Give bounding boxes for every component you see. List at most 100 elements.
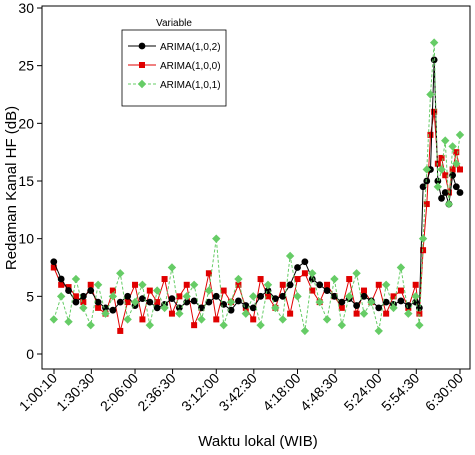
series-2-point-6 <box>93 280 103 289</box>
series-0-point-57 <box>441 189 449 196</box>
series-1-point-15 <box>161 276 168 283</box>
y-tick-label-1: 5 <box>26 288 34 304</box>
series-1-point-34 <box>301 270 308 277</box>
series-1-point-56 <box>438 154 445 161</box>
series-1-point-57 <box>442 172 449 179</box>
series-1-point-59 <box>449 166 456 173</box>
series-1-point-39 <box>338 304 345 311</box>
series-0-point-39 <box>338 298 346 306</box>
series-0-point-44 <box>375 304 383 312</box>
x-tick-label-0: 1:00:10 <box>16 370 60 414</box>
x-tick-label-4: 3:12:00 <box>178 370 222 414</box>
series-2-point-4 <box>79 303 88 313</box>
series-1-point-54 <box>431 108 438 115</box>
y-tick-label-3: 15 <box>18 173 34 189</box>
x-tick-label-2: 2:06:00 <box>97 370 141 414</box>
series-1-point-10 <box>124 299 131 306</box>
series-1-point-40 <box>346 276 353 283</box>
x-tick-label-1: 1:30:30 <box>53 370 97 414</box>
series-2-point-40 <box>345 292 354 301</box>
series-2-point-5 <box>86 320 95 330</box>
series-1-point-19 <box>191 322 198 329</box>
x-axis-title: Waktu lokal (WIB) <box>198 433 317 450</box>
series-0-point-16 <box>168 295 176 303</box>
series-0 <box>50 56 464 314</box>
series-0-point-51 <box>419 183 427 191</box>
series-0-point-0 <box>50 258 58 266</box>
series-2-point-14 <box>152 286 162 295</box>
series-1-point-21 <box>205 270 212 277</box>
series-1-point-55 <box>434 160 441 167</box>
series-1-point-37 <box>324 281 331 288</box>
series-2-point-30 <box>271 303 280 313</box>
series-1-point-35 <box>309 287 316 294</box>
x-tick-label-9: 5:54:30 <box>378 370 422 414</box>
series-2-point-20 <box>197 315 206 324</box>
series-1-point-12 <box>139 316 146 323</box>
series-1-point-22 <box>213 316 220 323</box>
series-2-point-50 <box>415 320 424 330</box>
series-0-point-32 <box>286 281 294 289</box>
series-1-point-60 <box>453 149 460 156</box>
series-2-point-46 <box>389 303 398 313</box>
series-2-point-55 <box>433 182 443 191</box>
series-2-point-35 <box>308 269 317 278</box>
series-0-point-25 <box>235 297 242 305</box>
legend-item-2: ARIMA(1,0,1) <box>128 79 221 91</box>
series-2-point-15 <box>160 303 169 313</box>
series-2-point-16 <box>167 263 177 272</box>
series-2-point-47 <box>396 263 406 272</box>
series-2-point-9 <box>116 269 125 278</box>
series-2-point-18 <box>182 292 191 301</box>
series-2-point-38 <box>330 274 339 284</box>
series-2-point-12 <box>138 280 147 289</box>
series-0-point-52 <box>423 177 431 185</box>
series-2-point-21 <box>204 286 214 295</box>
series-1-point-13 <box>146 287 153 294</box>
legend-marker-2 <box>137 79 147 89</box>
series-1-point-6 <box>95 304 102 311</box>
series-2-point-39 <box>337 320 347 330</box>
x-tick-label-10: 6:30:00 <box>422 370 466 414</box>
series-0-point-34 <box>301 258 309 266</box>
series-0-point-48 <box>404 302 412 309</box>
series-0-point-19 <box>190 297 198 305</box>
series-2-point-0 <box>49 315 58 324</box>
series-0-point-30 <box>271 295 279 303</box>
legend-item-1: ARIMA(1,0,0) <box>128 61 221 72</box>
series-2-point-54 <box>429 38 439 47</box>
series-0-point-14 <box>153 304 161 312</box>
series-0-point-38 <box>331 292 338 300</box>
y-tick-label-4: 20 <box>18 115 34 131</box>
series-2-point-56 <box>437 165 446 174</box>
series-0-point-36 <box>316 281 324 289</box>
series-2-point-45 <box>381 280 391 289</box>
series-0-point-3 <box>72 298 80 306</box>
x-tick-label-8: 5:24:00 <box>341 370 385 414</box>
series-0-point-4 <box>79 292 87 300</box>
series-0-point-31 <box>279 292 287 300</box>
series-1-point-25 <box>235 281 242 288</box>
y-tick-label-0: 0 <box>26 346 34 362</box>
series-1-point-18 <box>183 281 190 288</box>
series-1-point-3 <box>72 293 79 300</box>
series-1-point-5 <box>87 281 94 288</box>
series-0-point-47 <box>397 297 405 305</box>
series-0-point-37 <box>323 287 331 294</box>
legend-label-0: ARIMA(1,0,2) <box>160 42 221 53</box>
series-2-point-33 <box>293 292 302 301</box>
series-2-point-61 <box>455 130 465 140</box>
legend-marker-1 <box>139 62 145 68</box>
series-1-point-28 <box>257 276 264 283</box>
plot-frame <box>41 5 471 370</box>
series-1-point-50 <box>416 310 423 317</box>
y-axis: 0 5 10 15 20 25 30 <box>18 0 42 362</box>
series-2-point-25 <box>234 274 243 284</box>
series-1-point-2 <box>65 284 72 291</box>
series-2-point-29 <box>263 280 273 289</box>
series-2-point-22 <box>212 234 221 243</box>
x-tick-label-7: 4:48:30 <box>297 370 341 414</box>
series-0-point-45 <box>382 298 390 306</box>
series-2-point-58 <box>444 199 454 209</box>
